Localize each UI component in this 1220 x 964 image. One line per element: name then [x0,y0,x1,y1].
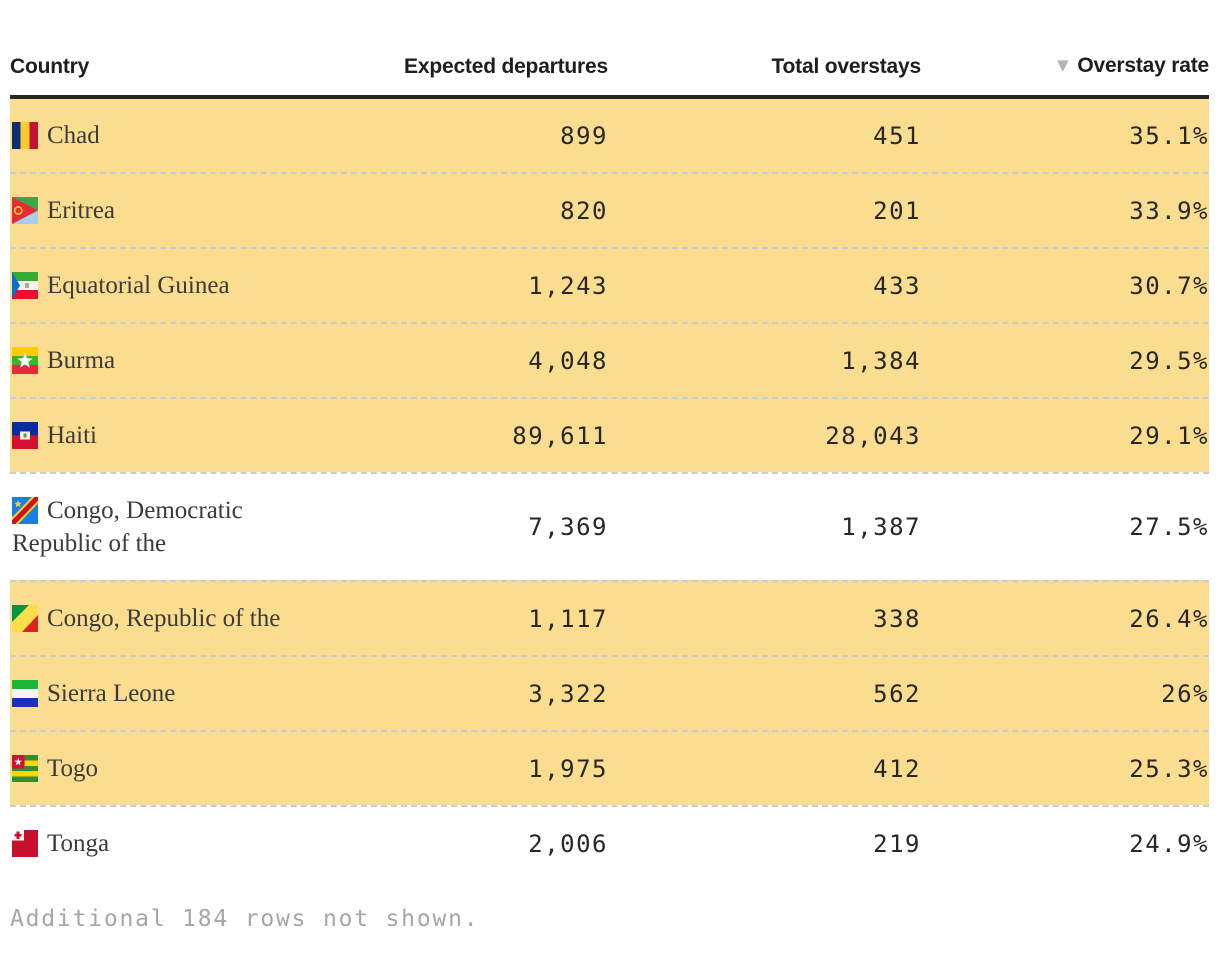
expected-departures-cell: 1,975 [528,754,608,783]
togo-flag-icon [12,754,38,782]
table-row-togo: Togo 1,975 412 25.3% [10,730,1209,805]
burma-flag-icon [12,346,38,374]
total-overstays-cell: 219 [873,829,921,858]
country-name: Haiti [47,422,97,449]
column-header-overstay-rate-label: Overstay rate [1077,54,1209,77]
overstay-rate-cell: 27.5% [1129,513,1209,541]
country-name: Eritrea [47,197,116,224]
country-cell: Burma [10,324,310,397]
total-overstays-cell: 1,384 [841,346,921,375]
column-header-expected-departures[interactable]: Expected departures [404,55,608,78]
congo-drc-flag-icon [12,496,38,524]
expected-departures-cell: 1,243 [528,271,608,300]
country-cell: Eritrea [10,174,310,247]
column-header-overstay-rate[interactable]: ▼ Overstay rate [921,52,1209,81]
table-row-eritrea: Eritrea 820 201 33.9% [10,172,1209,247]
table-row-chad: Chad 899 451 35.1% [10,99,1209,172]
country-name: Sierra Leone [47,680,176,707]
country-cell: Togo [10,732,310,805]
overstay-rate-cell: 35.1% [1129,121,1209,150]
country-name: Equatorial Guinea [47,272,230,299]
total-overstays-cell: 201 [873,196,921,225]
column-header-total-overstays[interactable]: Total overstays [771,55,921,78]
table-header-row: Country Expected departures Total overst… [10,52,1209,99]
country-name: Burma [47,347,116,374]
eritrea-flag-icon [12,196,38,224]
table-row-equatorial-guinea: Equatorial Guinea 1,243 433 30.7% [10,247,1209,322]
expected-departures-cell: 3,322 [528,679,608,708]
total-overstays-cell: 562 [873,679,921,708]
table-row-haiti: Haiti 89,611 28,043 29.1% [10,397,1209,472]
total-overstays-cell: 338 [873,604,921,633]
expected-departures-cell: 1,117 [528,604,608,633]
expected-departures-cell: 89,611 [512,421,608,450]
tonga-flag-icon [12,829,38,857]
overstay-rate-cell: 25.3% [1129,754,1209,783]
country-name: Togo [47,755,99,782]
total-overstays-cell: 1,387 [841,513,921,541]
overstay-rate-cell: 29.5% [1129,346,1209,375]
sierra-leone-flag-icon [12,679,38,707]
country-cell: Tonga [10,807,310,880]
expected-departures-cell: 899 [560,121,608,150]
overstay-rate-cell: 30.7% [1129,271,1209,300]
overstay-rate-cell: 29.1% [1129,421,1209,450]
country-name: Congo, Democratic Republic of the [12,497,243,557]
expected-departures-cell: 2,006 [528,829,608,858]
column-header-country[interactable]: Country [10,55,90,78]
table-row-sierra-leone: Sierra Leone 3,322 562 26% [10,655,1209,730]
country-cell: Equatorial Guinea [10,249,310,322]
expected-departures-cell: 4,048 [528,346,608,375]
overstay-rate-cell: 24.9% [1129,829,1209,858]
country-name: Chad [47,122,100,149]
overstay-rate-cell: 26% [1161,679,1209,708]
country-cell: Sierra Leone [10,657,310,730]
total-overstays-cell: 412 [873,754,921,783]
chad-flag-icon [12,121,38,149]
table-row-congo-drc: Congo, Democratic Republic of the 7,369 … [10,472,1209,580]
country-name: Tonga [47,830,110,857]
country-cell: Congo, Republic of the [10,582,310,655]
expected-departures-cell: 7,369 [528,513,608,541]
country-name: Congo, Republic of the [47,605,281,632]
overstay-rate-cell: 26.4% [1129,604,1209,633]
overstay-rate-cell: 33.9% [1129,196,1209,225]
table-body: Chad 899 451 35.1% Eritrea 820 201 33.9%… [10,99,1209,880]
table-row-tonga: Tonga 2,006 219 24.9% [10,805,1209,880]
country-cell: Chad [10,99,310,172]
total-overstays-cell: 433 [873,271,921,300]
total-overstays-cell: 28,043 [825,421,921,450]
table-row-congo-republic: Congo, Republic of the 1,117 338 26.4% [10,580,1209,655]
equatorial-guinea-flag-icon [12,271,38,299]
expected-departures-cell: 820 [560,196,608,225]
haiti-flag-icon [12,421,38,449]
table-row-burma: Burma 4,048 1,384 29.5% [10,322,1209,397]
sort-descending-icon: ▼ [1057,56,1069,74]
congo-republic-flag-icon [12,604,38,632]
country-cell: Congo, Democratic Republic of the [10,474,310,580]
table-footnote: Additional 184 rows not shown. [10,906,480,932]
total-overstays-cell: 451 [873,121,921,150]
country-cell: Haiti [10,399,310,472]
